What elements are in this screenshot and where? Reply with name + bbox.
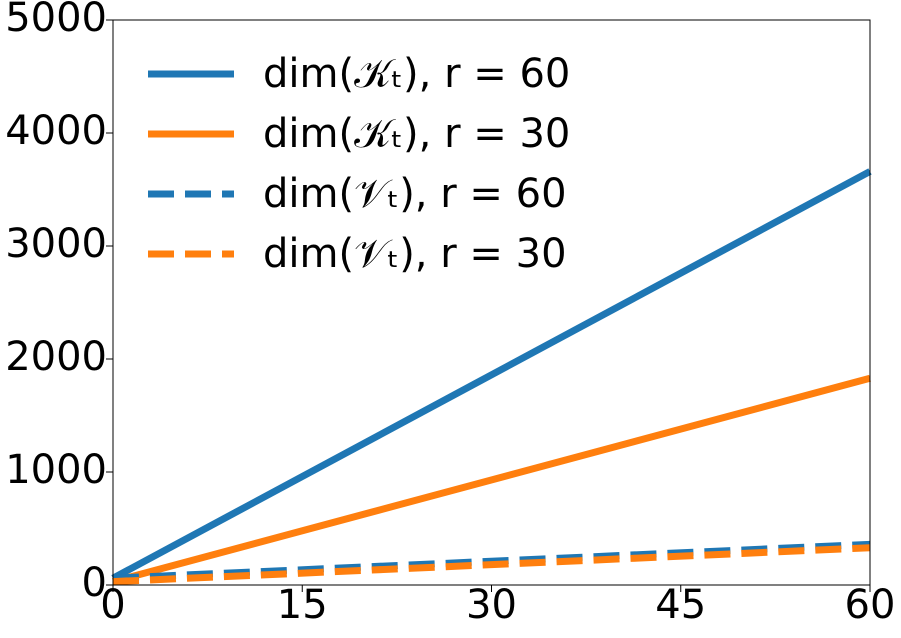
- y-tick-label: 4000: [5, 108, 107, 154]
- legend-label: dim(𝒱ₜ), r = 30: [263, 231, 567, 277]
- series-line: [112, 544, 871, 586]
- series-line: [111, 168, 872, 582]
- y-tick-label: 5000: [5, 0, 107, 41]
- series-line: [112, 374, 871, 585]
- x-tick-label: 60: [845, 582, 896, 628]
- legend-label: dim(𝒦ₜ), r = 30: [263, 111, 570, 157]
- legend-label: dim(𝒱ₜ), r = 60: [263, 171, 567, 217]
- legend-label: dim(𝒦ₜ), r = 60: [263, 51, 570, 97]
- x-tick-label: 30: [466, 582, 517, 628]
- x-tick-label: 15: [277, 582, 328, 628]
- y-tick-label: 2000: [5, 334, 107, 380]
- y-tick-label: 1000: [5, 447, 107, 493]
- y-tick-label: 0: [82, 560, 107, 606]
- x-tick-label: 45: [655, 582, 706, 628]
- plot-frame: [112, 19, 871, 586]
- y-tick-label: 3000: [5, 221, 107, 267]
- x-tick-label: 0: [100, 582, 125, 628]
